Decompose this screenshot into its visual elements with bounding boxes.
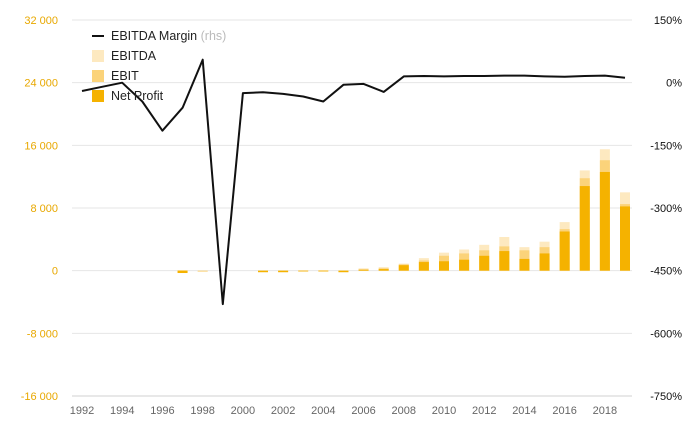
y-left-tick-label: -16 000 — [21, 391, 58, 403]
x-tick-label: 2014 — [512, 405, 536, 417]
bar-net-profit-2001 — [258, 270, 268, 273]
bar-net-profit-2010 — [439, 261, 449, 271]
bar-net-profit-2015 — [539, 253, 550, 271]
bar-ebitda-1997 — [177, 270, 188, 271]
legend-rhs-note: (rhs) — [197, 29, 226, 43]
x-tick-label: 2010 — [432, 405, 456, 417]
bar-net-profit-2005 — [338, 270, 349, 273]
bar-net-profit-2012 — [479, 255, 490, 271]
y-right-tick-label: -300% — [650, 203, 682, 215]
y-right-tick-label: -150% — [650, 140, 682, 152]
bar-series — [177, 149, 630, 274]
bar-net-profit-2002 — [278, 270, 289, 273]
legend: EBITDA Margin (rhs) EBITDA EBIT Net Prof… — [92, 29, 226, 103]
bar-net-profit-2004 — [318, 270, 329, 272]
y-right-tick-label: -600% — [650, 328, 682, 340]
x-tick-label: 2004 — [311, 405, 335, 417]
bar-net-profit-2019 — [620, 206, 630, 271]
bar-net-profit-2009 — [418, 262, 429, 271]
bar-net-profit-2017 — [579, 186, 590, 271]
legend-swatch-ebit — [92, 70, 104, 82]
y-left-tick-label: 8 000 — [30, 203, 58, 215]
x-tick-label: 2002 — [271, 405, 295, 417]
bar-net-profit-2018 — [599, 171, 610, 271]
axes: 32 000 24 000 16 000 8 000 0 -8 000 -16 000 150… — [21, 15, 683, 417]
x-tick-label: 1992 — [70, 405, 94, 417]
y-left-tick-label: 16 000 — [24, 140, 58, 152]
bar-net-profit-2016 — [559, 231, 570, 271]
y-right-tick-label: 0% — [666, 78, 682, 90]
bar-net-profit-1997 — [177, 270, 188, 274]
bar-ebit-1998 — [197, 270, 208, 272]
y-left-tick-label: 32 000 — [24, 15, 58, 27]
legend-swatch-ebitda — [92, 50, 104, 62]
legend-label-ebitda-margin: EBITDA Margin (rhs) — [111, 29, 226, 43]
bar-net-profit-2007 — [378, 269, 389, 271]
legend-swatch-net-profit — [92, 90, 104, 102]
bar-net-profit-2008 — [398, 265, 409, 271]
y-left-tick-label: -8 000 — [27, 328, 58, 340]
x-tick-label: 1996 — [150, 405, 174, 417]
bar-net-profit-2003 — [298, 270, 309, 272]
x-tick-label: 1998 — [190, 405, 214, 417]
legend-label-ebitda: EBITDA — [111, 49, 157, 63]
legend-label-net-profit: Net Profit — [111, 89, 164, 103]
y-left-tick-label: 0 — [52, 266, 58, 278]
bar-net-profit-2013 — [499, 251, 510, 271]
y-left-tick-label: 24 000 — [24, 78, 58, 90]
bar-net-profit-2011 — [459, 259, 470, 271]
x-tick-label: 2000 — [231, 405, 255, 417]
ebitda-margin-line — [81, 58, 626, 306]
y-right-tick-label: -750% — [650, 391, 682, 403]
x-tick-label: 2016 — [552, 405, 576, 417]
bar-net-profit-2014 — [519, 258, 530, 271]
y-right-tick-label: 150% — [654, 15, 682, 27]
x-tick-label: 2006 — [351, 405, 375, 417]
x-tick-label: 2008 — [392, 405, 416, 417]
bar-net-profit-2006 — [358, 269, 369, 271]
x-tick-label: 2018 — [593, 405, 617, 417]
bar-ebitda-2004 — [318, 270, 329, 271]
line-series — [81, 58, 626, 306]
y-right-tick-label: -450% — [650, 266, 682, 278]
legend-ebitda-margin-text: EBITDA Margin — [111, 29, 197, 43]
legend-label-ebit: EBIT — [111, 69, 139, 83]
x-tick-label: 2012 — [472, 405, 496, 417]
x-tick-label: 1994 — [110, 405, 134, 417]
